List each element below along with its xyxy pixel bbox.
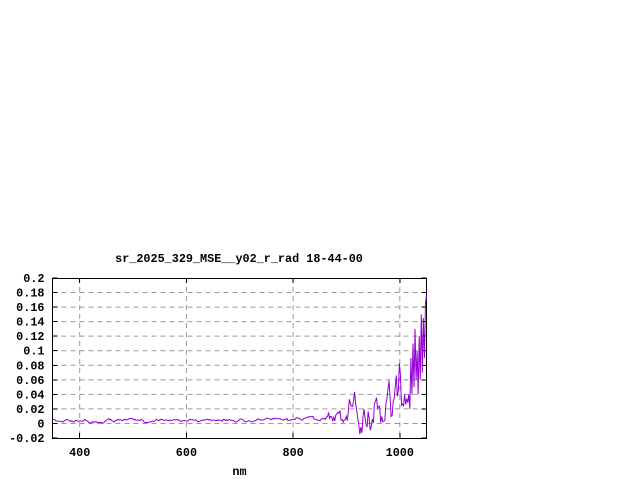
svg-text:0.12: 0.12 — [16, 330, 44, 344]
svg-text:0.04: 0.04 — [16, 388, 44, 402]
svg-text:0: 0 — [37, 417, 44, 431]
svg-text:1000: 1000 — [386, 446, 414, 460]
svg-text:0.08: 0.08 — [16, 359, 44, 373]
svg-text:0.2: 0.2 — [23, 272, 44, 286]
svg-text:-0.02: -0.02 — [9, 432, 44, 446]
svg-text:800: 800 — [282, 446, 303, 460]
svg-text:0.1: 0.1 — [23, 345, 44, 359]
svg-text:sr_2025_329_MSE__y02_r_rad 18-: sr_2025_329_MSE__y02_r_rad 18-44-00 — [115, 252, 363, 266]
svg-text:400: 400 — [69, 446, 90, 460]
svg-text:0.16: 0.16 — [16, 301, 44, 315]
svg-text:0.02: 0.02 — [16, 403, 44, 417]
svg-text:0.14: 0.14 — [16, 316, 44, 330]
svg-text:0.06: 0.06 — [16, 374, 44, 388]
svg-text:600: 600 — [176, 446, 197, 460]
svg-text:0.18: 0.18 — [16, 287, 44, 301]
svg-text:nm: nm — [232, 465, 246, 479]
